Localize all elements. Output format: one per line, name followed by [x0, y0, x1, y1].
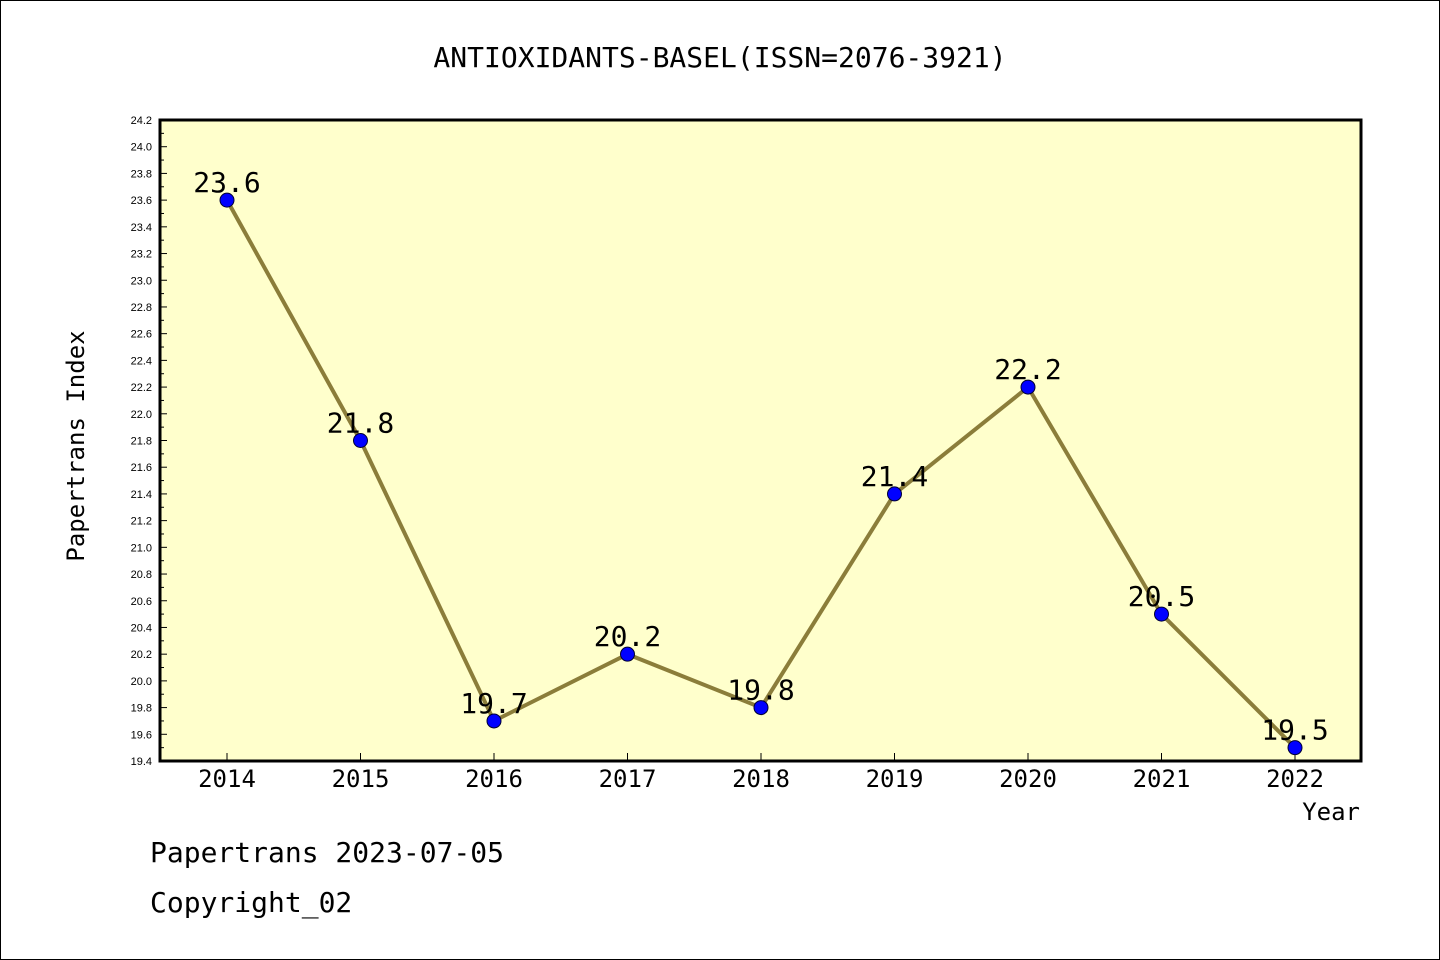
data-point-2020	[1020, 379, 1036, 395]
data-point-2014	[219, 192, 235, 208]
x-tick-label: 2015	[332, 765, 390, 793]
data-label-2021: 20.5	[1128, 580, 1195, 613]
y-tick-label: 23.2	[131, 249, 152, 261]
y-tick-label: 24.0	[131, 142, 152, 154]
data-label-2018: 19.8	[727, 674, 794, 707]
data-point-2015	[353, 433, 368, 448]
y-tick-label: 23.8	[131, 168, 152, 180]
y-tick-label: 19.4	[131, 756, 152, 768]
x-tick-label: 2017	[599, 765, 657, 793]
y-tick-label: 19.6	[131, 729, 152, 741]
footer-date: Papertrans 2023-07-05	[150, 836, 505, 869]
data-label-2014: 23.6	[193, 166, 260, 199]
x-tick-label: 2021	[1133, 765, 1191, 793]
data-point-2021	[1154, 606, 1169, 622]
y-axis: 19.4 19.6 19.8 20.0 20.2 20.4 20.6 20.8 21.0 21.2…	[131, 115, 167, 768]
x-tick-label: 2018	[732, 765, 790, 793]
y-tick-label: 21.6	[131, 462, 152, 474]
y-tick-label: 23.4	[131, 222, 152, 234]
x-tick-label: 2014	[198, 765, 256, 793]
x-tick-label: 2016	[465, 765, 523, 793]
data-label-2022: 19.5	[1261, 714, 1328, 747]
y-tick-label: 22.2	[131, 382, 152, 394]
data-point-2018	[753, 700, 769, 716]
data-label-2019: 21.4	[861, 460, 928, 493]
y-axis-label: Papertrans Index	[62, 330, 90, 561]
y-tick-label: 21.2	[131, 516, 152, 528]
x-axis: 2014 2015 2016 2017 2018 2019 2020 2021 2022	[198, 753, 1324, 793]
y-tick-label: 22.6	[131, 329, 152, 341]
x-tick-label: 2019	[866, 765, 924, 793]
data-point-2017	[620, 646, 635, 662]
x-axis-label: Year	[1302, 798, 1360, 826]
y-tick-label: 20.6	[131, 596, 152, 608]
footer-copyright: Copyright_02	[150, 886, 353, 919]
chart-title: ANTIOXIDANTS-BASEL(ISSN=2076-3921)	[433, 41, 1006, 74]
y-tick-label: 20.4	[131, 622, 152, 634]
data-point-2016	[486, 713, 502, 729]
y-tick-label: 19.8	[131, 703, 152, 715]
y-tick-label: 20.2	[131, 649, 152, 661]
y-tick-label: 21.4	[131, 489, 152, 501]
data-point-2022	[1287, 740, 1303, 756]
series-line-group: 23.6 21.8 19.7 20.2 19.8 21.4 22.2 20.5 19.5	[193, 166, 1329, 756]
y-tick-label: 22.0	[131, 409, 152, 421]
data-label-2016: 19.7	[460, 687, 527, 720]
y-tick-label: 21.8	[131, 436, 152, 448]
data-point-2019	[887, 486, 902, 502]
y-tick-label: 23.0	[131, 275, 152, 287]
y-tick-label: 23.6	[131, 195, 152, 207]
data-label-2015: 21.8	[327, 407, 394, 440]
data-label-2017: 20.2	[594, 620, 661, 653]
y-tick-label: 22.8	[131, 302, 152, 314]
data-label-2020: 22.2	[994, 353, 1061, 386]
x-tick-label: 2020	[999, 765, 1057, 793]
y-tick-label: 20.8	[131, 569, 152, 581]
y-tick-label: 22.4	[131, 355, 152, 367]
y-tick-label: 20.0	[131, 676, 152, 688]
y-tick-label: 21.0	[131, 542, 152, 554]
y-tick-label: 24.2	[131, 115, 152, 127]
x-tick-label: 2022	[1266, 765, 1324, 793]
plot-area	[158, 118, 1363, 763]
